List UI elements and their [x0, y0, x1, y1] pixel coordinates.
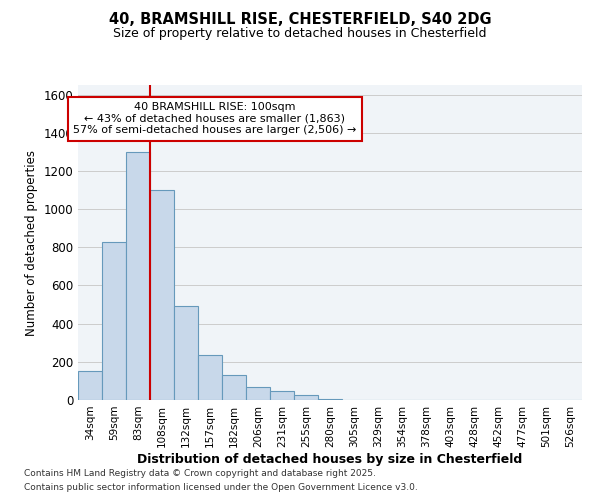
Text: Contains public sector information licensed under the Open Government Licence v3: Contains public sector information licen… — [24, 484, 418, 492]
Bar — [174, 306, 198, 400]
Text: Size of property relative to detached houses in Chesterfield: Size of property relative to detached ho… — [113, 28, 487, 40]
Bar — [102, 242, 126, 400]
X-axis label: Distribution of detached houses by size in Chesterfield: Distribution of detached houses by size … — [137, 452, 523, 466]
Text: 40 BRAMSHILL RISE: 100sqm
← 43% of detached houses are smaller (1,863)
57% of se: 40 BRAMSHILL RISE: 100sqm ← 43% of detac… — [73, 102, 356, 136]
Bar — [270, 392, 294, 400]
Y-axis label: Number of detached properties: Number of detached properties — [25, 150, 38, 336]
Bar — [126, 152, 150, 400]
Bar — [78, 372, 102, 400]
Bar — [294, 395, 318, 400]
Bar — [318, 399, 342, 400]
Bar — [150, 190, 174, 400]
Bar — [246, 386, 270, 400]
Text: 40, BRAMSHILL RISE, CHESTERFIELD, S40 2DG: 40, BRAMSHILL RISE, CHESTERFIELD, S40 2D… — [109, 12, 491, 28]
Bar — [222, 375, 246, 400]
Text: Contains HM Land Registry data © Crown copyright and database right 2025.: Contains HM Land Registry data © Crown c… — [24, 468, 376, 477]
Bar — [198, 355, 222, 400]
